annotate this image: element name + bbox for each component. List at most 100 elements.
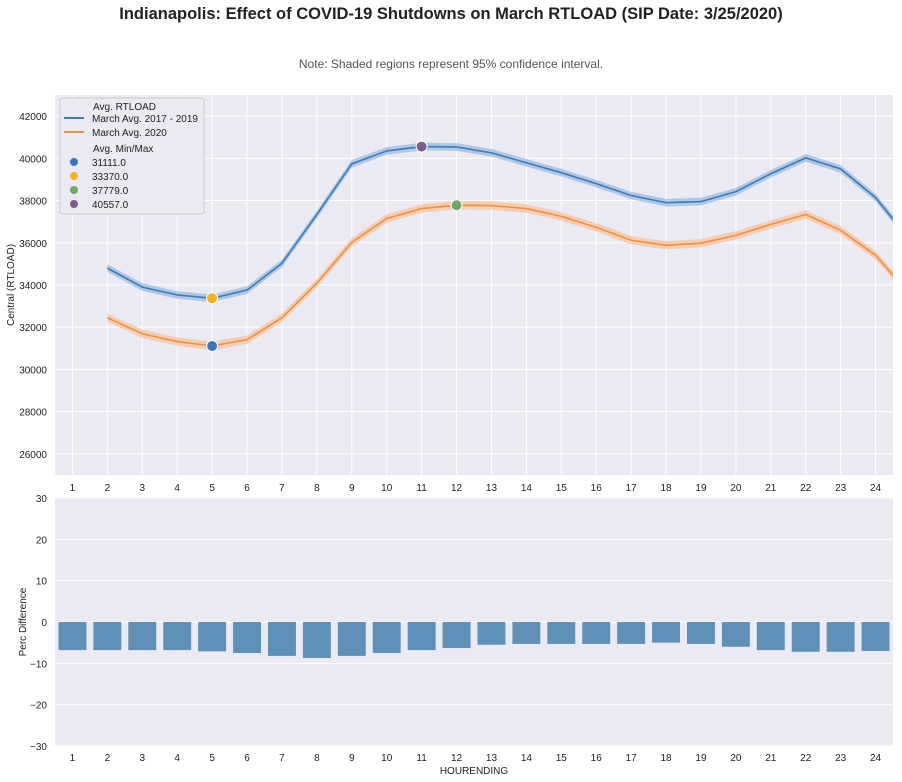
- y-tick-label: −30: [30, 742, 47, 753]
- x-tick-label: 18: [660, 483, 672, 494]
- marker-point: [415, 140, 428, 153]
- y-tick-label: −20: [30, 701, 47, 712]
- chart-title: Indianapolis: Effect of COVID-19 Shutdow…: [119, 5, 783, 23]
- x-tick-label: 11: [416, 753, 427, 764]
- bar: [128, 622, 157, 651]
- bar: [407, 622, 436, 651]
- x-tick-label: 16: [591, 753, 603, 764]
- legend-title-markers: Avg. Min/Max: [93, 144, 153, 155]
- chart-subtitle: Note: Shaded regions represent 95% confi…: [298, 57, 604, 71]
- bar: [686, 622, 715, 644]
- bar: [372, 622, 401, 653]
- y-tick-label: 30000: [19, 365, 47, 376]
- x-axis-label: HOURENDING: [440, 766, 509, 777]
- x-tick-label: 23: [835, 753, 847, 764]
- y-tick-label: 28000: [19, 408, 47, 419]
- x-tick-label: 13: [486, 483, 498, 494]
- legend-entry: 31111.0: [92, 158, 126, 169]
- x-tick-label: 9: [349, 753, 355, 764]
- x-tick-label: 10: [381, 753, 393, 764]
- bar: [267, 622, 296, 656]
- bar: [477, 622, 506, 645]
- bar: [512, 622, 541, 644]
- series-line-0: [106, 145, 893, 300]
- marker-point: [450, 199, 463, 212]
- y-axis-label: Perc Difference: [18, 587, 29, 656]
- x-tick-label: 2: [105, 483, 111, 494]
- y-tick-label: 26000: [19, 450, 47, 461]
- x-tick-label: 21: [765, 483, 777, 494]
- x-tick-label: 24: [870, 753, 882, 764]
- x-tick-label: 15: [556, 483, 568, 494]
- bar: [756, 622, 785, 651]
- bar: [233, 622, 262, 653]
- y-tick-label: 42000: [19, 112, 47, 123]
- x-tick-label: 9: [349, 483, 355, 494]
- x-tick-label: 8: [314, 483, 320, 494]
- x-tick-label: 12: [451, 753, 463, 764]
- bar: [198, 622, 227, 652]
- x-tick-label: 13: [486, 753, 498, 764]
- x-tick-label: 21: [765, 753, 777, 764]
- x-tick-label: 7: [279, 753, 285, 764]
- legend-entry: 40557.0: [92, 200, 129, 211]
- x-tick-label: 14: [521, 753, 533, 764]
- x-tick-label: 4: [174, 753, 180, 764]
- x-tick-label: 22: [800, 483, 812, 494]
- x-tick-label: 19: [695, 753, 707, 764]
- y-tick-label: 36000: [19, 239, 47, 250]
- x-tick-label: 15: [556, 753, 568, 764]
- bar: [58, 622, 87, 651]
- confidence-band-0: [107, 142, 893, 303]
- series-line-1: [107, 204, 893, 347]
- x-tick-label: 1: [70, 753, 76, 764]
- y-tick-label: 34000: [19, 281, 47, 292]
- legend-entry: 37779.0: [92, 186, 129, 197]
- y-tick-label: 0: [41, 618, 47, 629]
- x-tick-label: 16: [591, 483, 603, 494]
- marker-point: [206, 339, 219, 352]
- x-tick-label: 12: [451, 483, 463, 494]
- y-axis-label: Central (RTLOAD): [6, 244, 17, 326]
- bar: [582, 622, 611, 644]
- y-tick-label: −10: [30, 659, 47, 670]
- x-tick-label: 5: [209, 753, 215, 764]
- legend-title-lines: Avg. RTLOAD: [93, 102, 156, 113]
- x-tick-label: 3: [140, 753, 146, 764]
- series-group: [106, 142, 893, 351]
- x-tick-label: 3: [140, 483, 146, 494]
- x-tick-label: 24: [870, 483, 882, 494]
- y-tick-label: 38000: [19, 197, 47, 208]
- legend-marker-swatch: [70, 200, 78, 208]
- legend-marker-swatch: [70, 172, 78, 180]
- bar: [93, 622, 122, 651]
- bar: [721, 622, 750, 647]
- x-tick-label: 14: [521, 483, 533, 494]
- x-tick-label: 2: [105, 753, 111, 764]
- bar: [302, 622, 331, 658]
- x-tick-label: 18: [660, 753, 672, 764]
- y-tick-label: 32000: [19, 323, 47, 334]
- bar: [791, 622, 820, 652]
- x-tick-label: 23: [835, 483, 847, 494]
- x-tick-label: 11: [416, 483, 427, 494]
- legend-entry: 33370.0: [92, 172, 129, 183]
- y-tick-label: 40000: [19, 154, 47, 165]
- marker-point: [206, 292, 219, 305]
- bar: [547, 622, 576, 644]
- x-tick-label: 6: [244, 483, 250, 494]
- x-tick-label: 17: [626, 753, 638, 764]
- bar: [163, 622, 192, 651]
- bar: [861, 622, 890, 651]
- x-tick-label: 20: [730, 483, 742, 494]
- legend-marker-swatch: [70, 186, 78, 194]
- legend-entry: March Avg. 2020: [92, 128, 167, 139]
- x-tick-label: 1: [70, 483, 76, 494]
- y-tick-label: 30: [36, 494, 48, 505]
- bar: [442, 622, 471, 649]
- x-tick-label: 8: [314, 753, 320, 764]
- x-tick-label: 4: [174, 483, 180, 494]
- legend-marker-swatch: [70, 158, 78, 166]
